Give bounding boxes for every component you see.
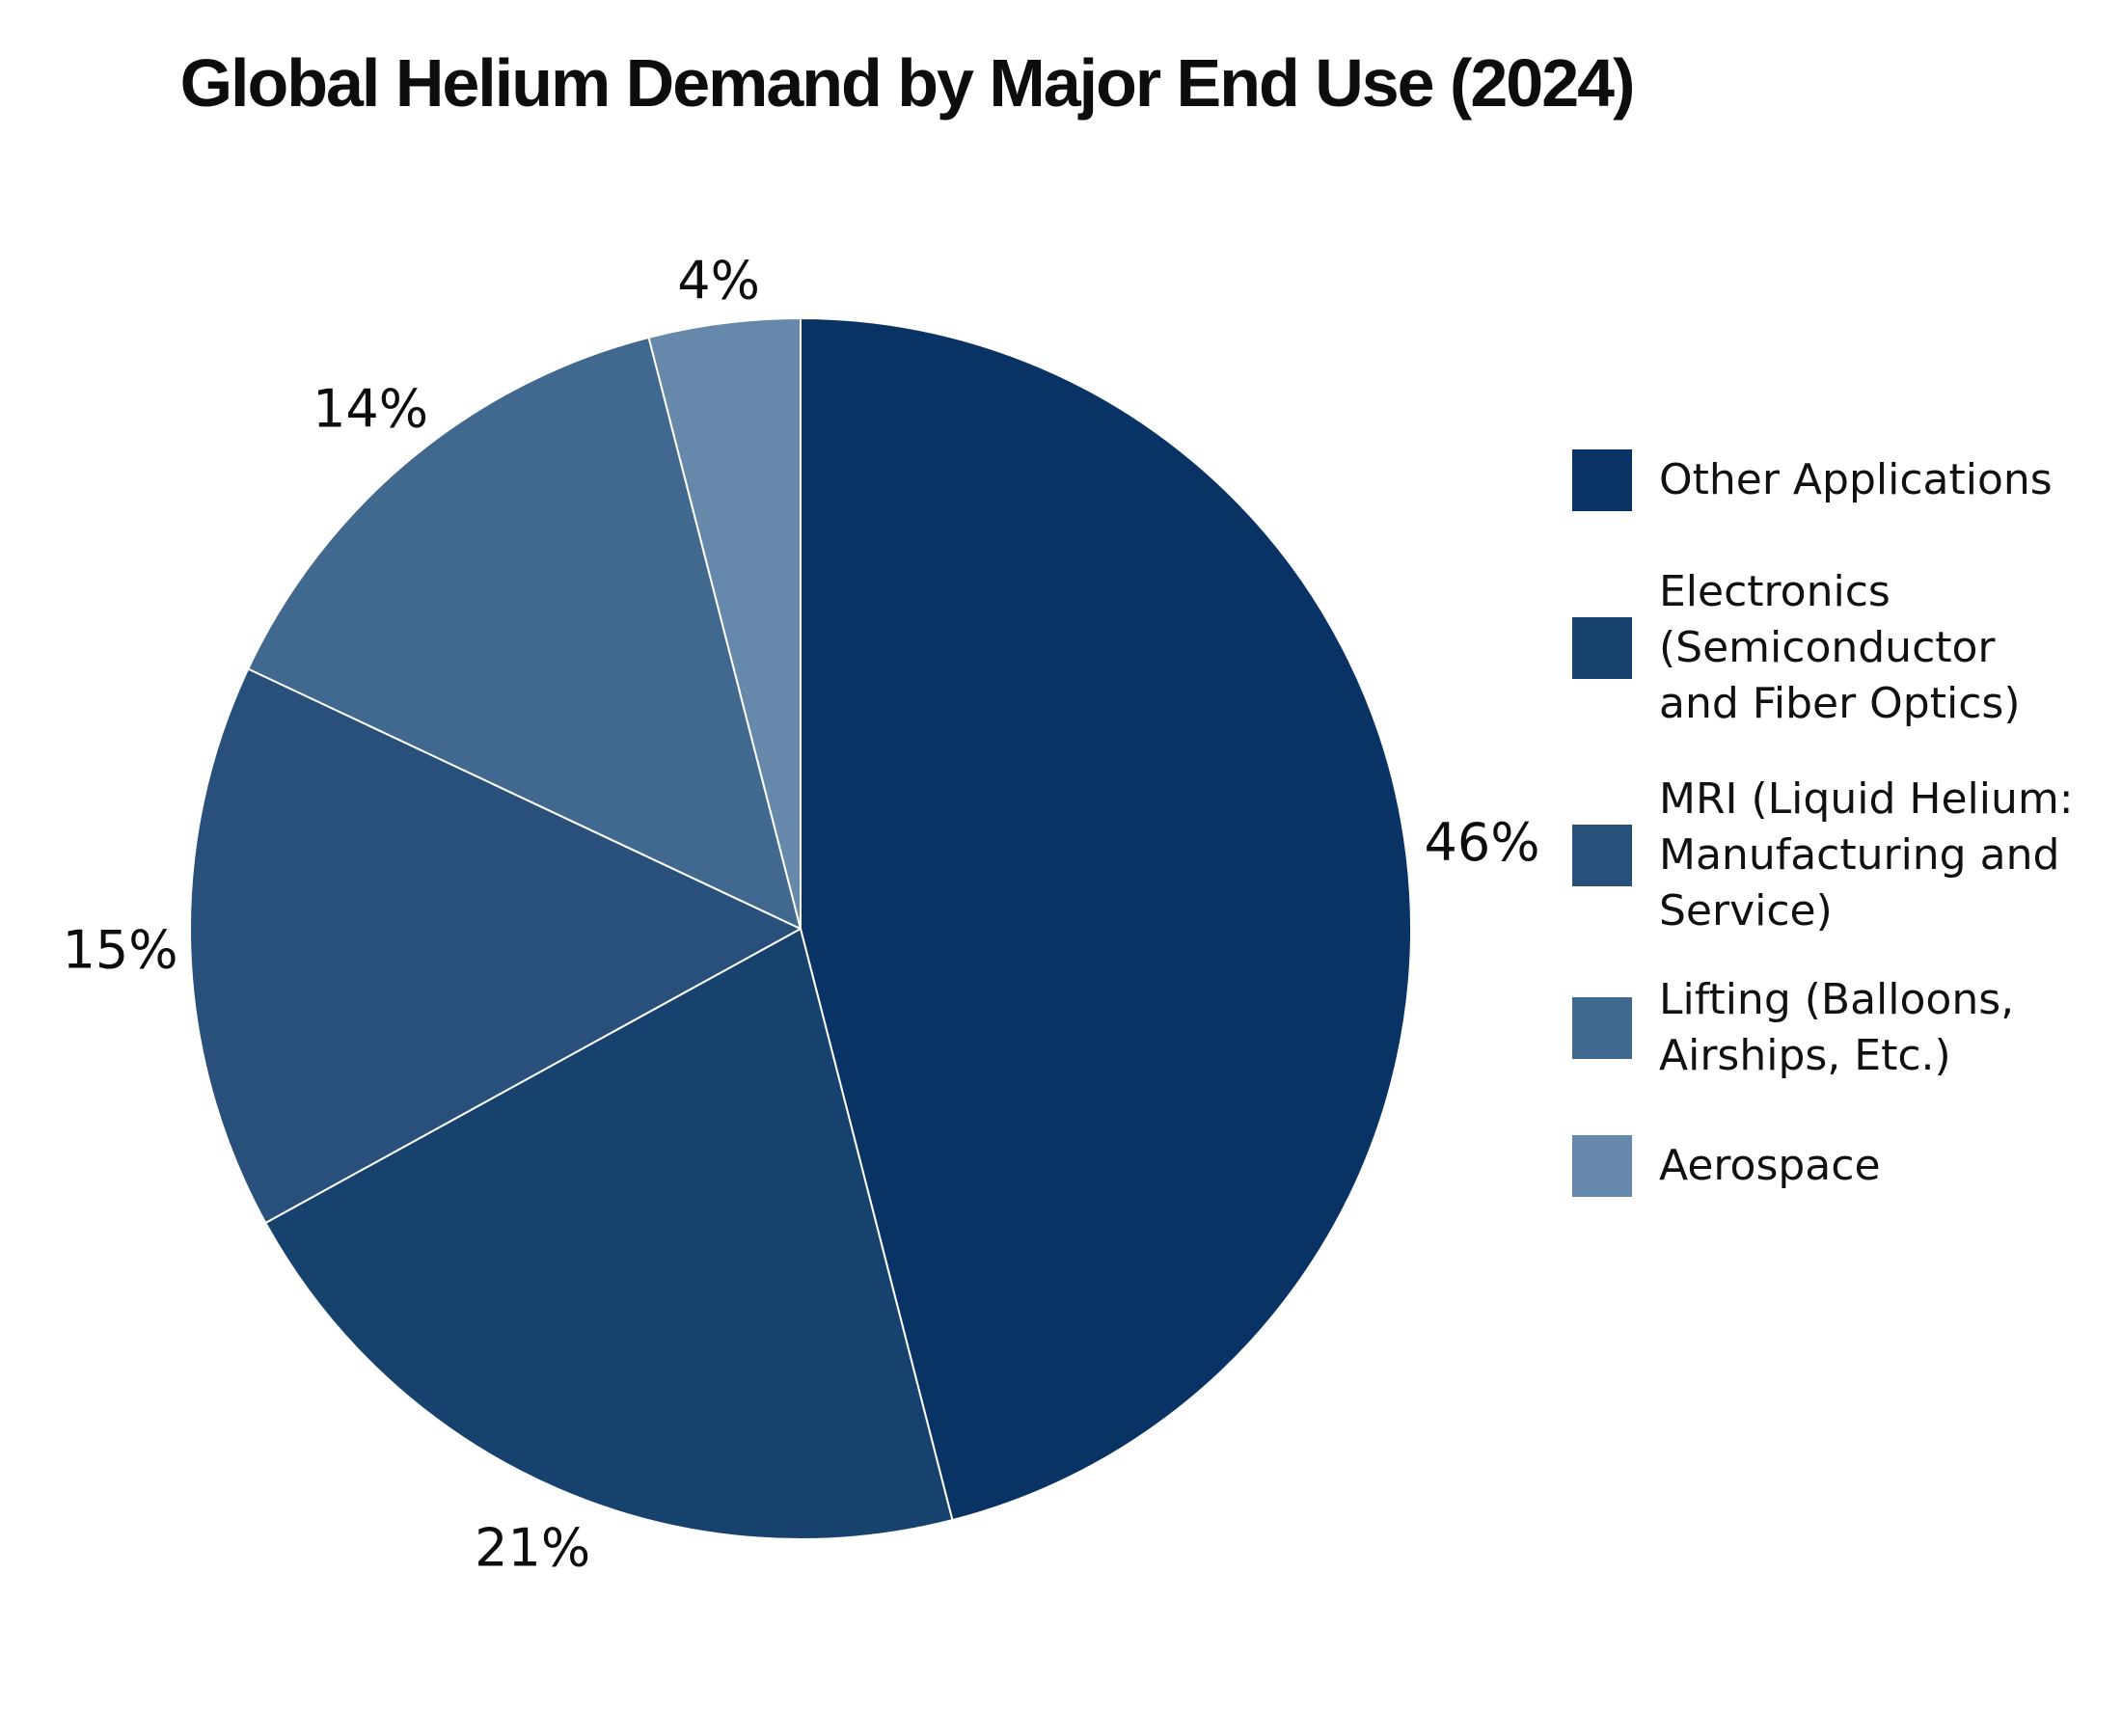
pie-slice-other-applications (800, 317, 1412, 1522)
pct-label-other-applications: 46% (1424, 812, 1539, 873)
pie-slice-aerospace (647, 317, 802, 930)
pie-slice-mri-liquid-helium-manufacturing-and-service (189, 667, 802, 1224)
pie-slice-lifting-balloons-airships-etc (247, 336, 802, 930)
chart-title: Global Helium Demand by Major End Use (2… (179, 45, 1636, 121)
pie-slice-electronics-semiconductor-and-fiber-optics (264, 928, 954, 1540)
pct-label-electronics-semiconductor-and-fiber-optics: 21% (475, 1517, 590, 1578)
pct-label-mri-liquid-helium-manufacturing-and-service: 15% (63, 920, 178, 981)
pct-label-aerospace: 4% (677, 251, 760, 312)
pie-slices (189, 317, 1412, 1540)
pie-percentage-labels: 46% 21% 15% 14% 4% (63, 251, 1540, 1579)
pct-label-lifting-balloons-airships-etc: 14% (313, 379, 428, 440)
